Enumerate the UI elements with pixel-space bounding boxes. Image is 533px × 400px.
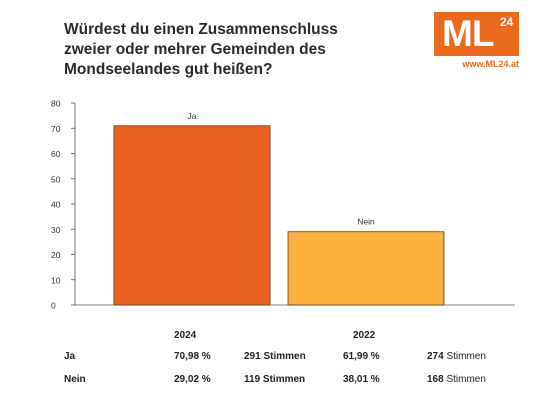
bar-label-ja: Ja — [188, 111, 197, 121]
y-tick-label: 80 — [51, 99, 61, 109]
y-tick-label: 50 — [51, 174, 61, 184]
table-row-nein-label: Nein — [64, 374, 86, 385]
table-row-nein-votes-2022: 168 Stimmen — [427, 374, 486, 385]
bar-ja — [113, 125, 271, 306]
table-row-nein-pct-2024: 29,02 % — [174, 374, 211, 385]
logo-url: www.ML24.at — [462, 59, 519, 69]
title-line-3: Mondseelandes gut heißen? — [64, 61, 273, 78]
table-row-nein-pct-2022: 38,01 % — [343, 374, 380, 385]
table-row-ja-votes-2022: 274 Stimmen — [427, 351, 486, 362]
y-tick-label: 70 — [51, 124, 61, 134]
table-row-ja-votes-2024: 291 Stimmen — [244, 351, 306, 362]
table-row-ja-pct-2024: 70,98 % — [174, 351, 211, 362]
y-tick-label: 0 — [51, 301, 56, 311]
ml24-logo: ML 24 — [434, 12, 519, 56]
logo-text: ML — [442, 13, 494, 54]
y-tick-label: 20 — [51, 250, 61, 260]
y-tick-label: 60 — [51, 149, 61, 159]
table-row-nein-votes-2024: 119 Stimmen — [244, 374, 306, 385]
table-header-2022: 2022 — [353, 330, 376, 341]
logo-superscript: 24 — [500, 15, 514, 29]
title-line-2: zweier oder mehrer Gemeinden des — [64, 41, 326, 58]
table-row-ja-label: Ja — [64, 351, 76, 362]
bar-label-nein: Nein — [357, 217, 375, 227]
bar-nein — [287, 231, 445, 306]
table-row-ja-pct-2022: 61,99 % — [343, 351, 380, 362]
y-tick-label: 30 — [51, 225, 61, 235]
y-tick-label: 40 — [51, 200, 61, 210]
chart-title: Würdest du einen Zusammenschluss zweier … — [64, 20, 394, 80]
bar-chart: 0 10 20 30 40 50 60 70 80 Ja Nein — [51, 99, 515, 311]
table-header-2024: 2024 — [174, 330, 197, 341]
y-tick-label: 10 — [51, 275, 61, 285]
title-line-1: Würdest du einen Zusammenschluss — [64, 21, 338, 38]
